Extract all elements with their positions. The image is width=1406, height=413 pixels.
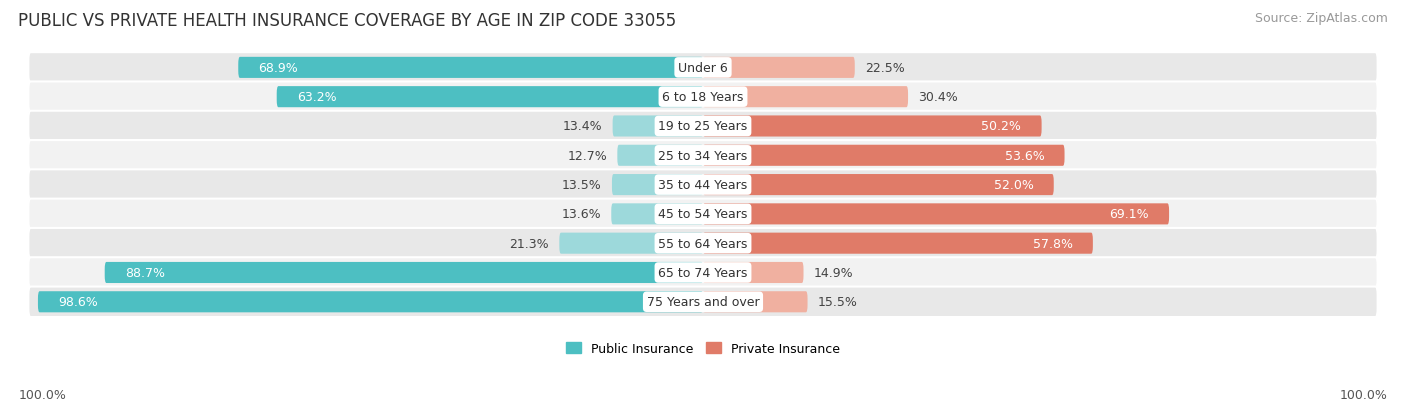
FancyBboxPatch shape: [703, 204, 1168, 225]
Text: 12.7%: 12.7%: [568, 150, 607, 162]
FancyBboxPatch shape: [28, 228, 1378, 259]
Legend: Public Insurance, Private Insurance: Public Insurance, Private Insurance: [561, 337, 845, 360]
Text: 52.0%: 52.0%: [994, 179, 1033, 192]
Text: PUBLIC VS PRIVATE HEALTH INSURANCE COVERAGE BY AGE IN ZIP CODE 33055: PUBLIC VS PRIVATE HEALTH INSURANCE COVER…: [18, 12, 676, 30]
FancyBboxPatch shape: [104, 262, 703, 283]
FancyBboxPatch shape: [277, 87, 703, 108]
FancyBboxPatch shape: [612, 204, 703, 225]
FancyBboxPatch shape: [703, 145, 1064, 166]
FancyBboxPatch shape: [28, 287, 1378, 317]
FancyBboxPatch shape: [612, 175, 703, 196]
Text: 98.6%: 98.6%: [58, 296, 98, 309]
FancyBboxPatch shape: [703, 262, 803, 283]
FancyBboxPatch shape: [28, 199, 1378, 230]
Text: 30.4%: 30.4%: [918, 91, 957, 104]
Text: 45 to 54 Years: 45 to 54 Years: [658, 208, 748, 221]
FancyBboxPatch shape: [28, 112, 1378, 142]
Text: 13.5%: 13.5%: [562, 179, 602, 192]
Text: 88.7%: 88.7%: [125, 266, 165, 279]
FancyBboxPatch shape: [703, 233, 1092, 254]
Text: 100.0%: 100.0%: [18, 388, 66, 401]
Text: 22.5%: 22.5%: [865, 62, 904, 75]
Text: 50.2%: 50.2%: [981, 120, 1021, 133]
FancyBboxPatch shape: [238, 58, 703, 79]
Text: 65 to 74 Years: 65 to 74 Years: [658, 266, 748, 279]
Text: 19 to 25 Years: 19 to 25 Years: [658, 120, 748, 133]
Text: 57.8%: 57.8%: [1032, 237, 1073, 250]
FancyBboxPatch shape: [28, 141, 1378, 171]
FancyBboxPatch shape: [703, 116, 1042, 137]
FancyBboxPatch shape: [28, 258, 1378, 288]
Text: 25 to 34 Years: 25 to 34 Years: [658, 150, 748, 162]
FancyBboxPatch shape: [28, 53, 1378, 83]
Text: 14.9%: 14.9%: [814, 266, 853, 279]
Text: 55 to 64 Years: 55 to 64 Years: [658, 237, 748, 250]
Text: 63.2%: 63.2%: [297, 91, 336, 104]
FancyBboxPatch shape: [560, 233, 703, 254]
FancyBboxPatch shape: [703, 87, 908, 108]
Text: 6 to 18 Years: 6 to 18 Years: [662, 91, 744, 104]
Text: 21.3%: 21.3%: [509, 237, 550, 250]
FancyBboxPatch shape: [617, 145, 703, 166]
FancyBboxPatch shape: [703, 58, 855, 79]
FancyBboxPatch shape: [613, 116, 703, 137]
FancyBboxPatch shape: [28, 82, 1378, 113]
FancyBboxPatch shape: [28, 170, 1378, 200]
FancyBboxPatch shape: [703, 175, 1053, 196]
Text: 13.6%: 13.6%: [561, 208, 602, 221]
Text: 53.6%: 53.6%: [1004, 150, 1045, 162]
Text: Under 6: Under 6: [678, 62, 728, 75]
Text: 15.5%: 15.5%: [818, 296, 858, 309]
FancyBboxPatch shape: [38, 292, 703, 313]
FancyBboxPatch shape: [703, 292, 807, 313]
Text: 75 Years and over: 75 Years and over: [647, 296, 759, 309]
Text: 13.4%: 13.4%: [562, 120, 603, 133]
Text: 100.0%: 100.0%: [1340, 388, 1388, 401]
Text: 68.9%: 68.9%: [259, 62, 298, 75]
Text: 35 to 44 Years: 35 to 44 Years: [658, 179, 748, 192]
Text: 69.1%: 69.1%: [1109, 208, 1149, 221]
Text: Source: ZipAtlas.com: Source: ZipAtlas.com: [1254, 12, 1388, 25]
